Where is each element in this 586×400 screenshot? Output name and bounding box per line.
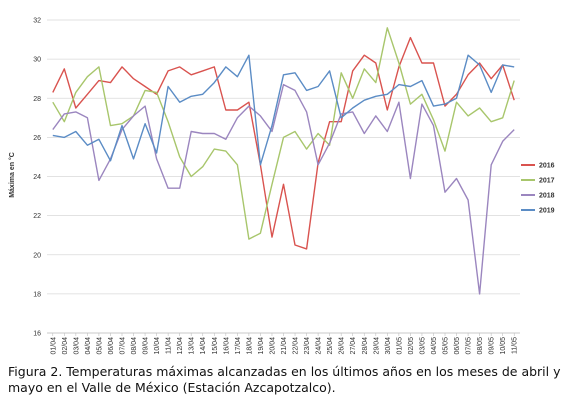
x-tick-label: 27/04	[350, 337, 357, 355]
x-tick-label: 01/04	[50, 337, 57, 355]
y-tick-label: 20	[33, 252, 41, 259]
y-tick-label: 22	[33, 213, 41, 220]
x-tick-label: 15/04	[212, 337, 219, 355]
x-tick-label: 24/04	[316, 337, 323, 355]
x-tick-label: 09/04	[143, 337, 150, 355]
x-tick-label: 23/04	[304, 337, 311, 355]
legend: 2016 2017 2018 2019	[521, 163, 555, 215]
y-tick-label: 16	[33, 331, 41, 338]
y-tick-label: 24	[33, 174, 41, 181]
series-line-2017	[52, 27, 515, 240]
x-tick-label: 04/04	[85, 337, 92, 355]
x-axis-ticks: 01/04 02/04 03/04 04/04 05/04 06/04 07/04 08/04…	[50, 333, 519, 355]
x-tick-label: 21/04	[281, 337, 288, 355]
x-tick-label: 06/04	[108, 337, 115, 355]
x-tick-label: 08/04	[131, 337, 138, 355]
y-tick-label: 26	[33, 135, 41, 142]
legend-label-2018: 2018	[539, 193, 555, 200]
x-tick-label: 08/05	[477, 337, 484, 355]
x-tick-label: 18/04	[246, 337, 253, 355]
x-tick-label: 06/05	[454, 337, 461, 355]
x-tick-label: 11/05	[512, 337, 519, 354]
x-tick-label: 30/04	[385, 337, 392, 355]
y-tick-label: 32	[33, 18, 41, 25]
x-tick-label: 05/05	[443, 337, 450, 355]
x-tick-label: 02/05	[408, 337, 415, 355]
x-tick-label: 07/05	[466, 337, 473, 355]
gridlines	[47, 19, 520, 334]
x-tick-label: 03/05	[419, 337, 426, 355]
y-tick-label: 28	[33, 96, 41, 103]
figure-caption: Figura 2. Temperaturas máximas alcanzada…	[8, 364, 561, 395]
x-tick-label: 19/04	[258, 337, 265, 355]
x-tick-label: 05/04	[96, 337, 103, 355]
x-tick-label: 16/04	[223, 337, 230, 355]
x-tick-label: 09/05	[489, 337, 496, 355]
x-tick-label: 26/04	[339, 337, 346, 355]
x-tick-label: 22/04	[293, 337, 300, 355]
legend-label-2016: 2016	[539, 163, 555, 170]
series-line-2016	[52, 36, 515, 250]
legend-label-2017: 2017	[539, 178, 555, 185]
series-line-2018	[52, 83, 515, 295]
x-tick-label: 03/04	[73, 337, 80, 355]
y-tick-label: 18	[33, 291, 41, 298]
y-axis-label: Máxima en °C	[8, 152, 16, 198]
x-tick-label: 10/05	[500, 337, 507, 355]
x-tick-label: 17/04	[235, 337, 242, 355]
x-tick-label: 10/04	[154, 337, 161, 355]
x-tick-label: 11/04	[166, 337, 173, 354]
x-tick-label: 28/04	[362, 337, 369, 355]
x-tick-label: 13/04	[189, 337, 196, 355]
y-axis-ticks: 16 18 20 22 24 26 28 30 32	[33, 18, 41, 338]
x-tick-label: 12/04	[177, 337, 184, 355]
x-tick-label: 07/04	[119, 337, 126, 355]
legend-label-2019: 2019	[539, 208, 555, 215]
x-tick-label: 04/05	[431, 337, 438, 355]
x-tick-label: 14/04	[200, 337, 207, 355]
series-line-2019	[52, 54, 515, 166]
y-tick-label: 30	[33, 57, 41, 64]
x-tick-label: 20/04	[269, 337, 276, 355]
x-tick-label: 29/04	[373, 337, 380, 355]
x-tick-label: 02/04	[62, 337, 69, 355]
series-lines	[52, 27, 515, 295]
x-tick-label: 25/04	[327, 337, 334, 355]
x-tick-label: 01/05	[396, 337, 403, 355]
